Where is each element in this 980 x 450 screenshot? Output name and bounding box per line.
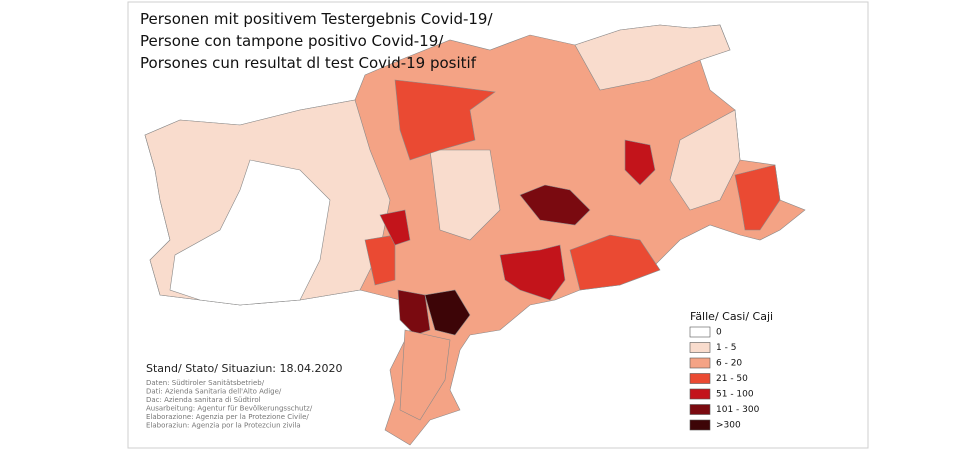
title-block: Personen mit positivem Testergebnis Covi… [140,10,493,72]
legend-label: 1 - 5 [716,343,736,353]
district-white [169,159,331,306]
legend-label: 101 - 300 [716,405,760,415]
stand-date: Stand/ Stato/ Situaziun: 18.04.2020 [146,362,343,375]
legend-swatch [689,373,711,384]
district-red [569,234,661,291]
legend-swatch [689,326,711,338]
footer: Stand/ Stato/ Situaziun: 18.04.2020 Daten… [146,362,343,430]
credit-line: Dati: Azienda Sanitaria dell'Alto Adige/ [146,388,282,396]
credit-line: Elaborazione: Agenzia per la Protezione … [146,413,309,421]
district-black [424,289,471,336]
legend-swatch [689,357,711,369]
frame [127,1,869,449]
legend-swatch [689,388,711,400]
district-mid [399,329,451,421]
legend-label: 0 [716,328,722,338]
legend-label: >300 [716,421,741,431]
legend-swatch [689,342,711,353]
credit-line: Ausarbeitung: Agentur für Bevölkerungssc… [146,405,313,413]
credit-line: Dac: Azienda sanitara di Südtirol [146,396,261,404]
map [144,24,806,446]
district-light [429,149,501,241]
district-red [734,164,781,231]
legend-swatch [689,404,711,415]
legend-label: 6 - 20 [716,359,742,369]
district-light [669,109,741,211]
district-darkest-red [397,289,431,336]
district-light [574,24,731,91]
credit-line: Elaboraziun: Agenzia por la Protezciun z… [146,422,301,430]
district-red [394,79,496,161]
legend-label: 21 - 50 [716,374,748,384]
title-line: Porsones cun resultat dl test Covid-19 p… [140,54,477,72]
legend: Fälle/ Casi/ Caji 0 1 - 5 6 - 20 21 - 50 51 -… [689,310,773,431]
district-darkest-red [519,184,591,226]
district-dark-red [624,139,656,186]
district-red [364,234,396,286]
legend-swatch [689,419,711,431]
credit-line: Daten: Südtiroler Sanitätsbetrieb/ [146,379,265,387]
title-line: Personen mit positivem Testergebnis Covi… [140,10,493,28]
district-dark-red [379,209,411,246]
title-line: Persone con tampone positivo Covid-19/ [140,32,444,50]
district-dark-red [499,244,566,301]
legend-label: 51 - 100 [716,390,754,400]
legend-title: Fälle/ Casi/ Caji [690,310,773,323]
